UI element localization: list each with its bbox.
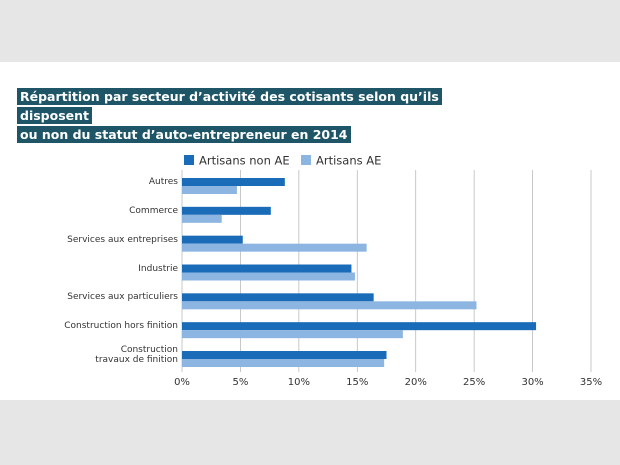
bar xyxy=(182,293,374,302)
y-tick-label: Services aux particuliers xyxy=(67,292,178,303)
bar xyxy=(182,301,477,310)
legend-swatch xyxy=(301,155,311,165)
bar xyxy=(182,186,237,194)
bar xyxy=(182,359,385,367)
legend-swatch xyxy=(184,155,194,165)
bar xyxy=(182,322,537,331)
bar xyxy=(182,330,403,339)
x-tick-label: 35% xyxy=(580,377,602,388)
x-tick-label: 20% xyxy=(405,377,427,388)
card xyxy=(0,62,620,400)
bar xyxy=(182,264,352,273)
chart-title: Répartition par secteur d’activité des c… xyxy=(17,87,457,144)
y-tick-label: Services aux entreprises xyxy=(67,234,178,245)
bar xyxy=(182,243,367,252)
bar xyxy=(182,214,222,223)
legend-label: Artisans non AE xyxy=(199,154,290,168)
bar xyxy=(182,351,387,359)
x-tick-label: 0% xyxy=(174,377,190,388)
bar xyxy=(182,178,285,186)
y-tick-label: Construction travaux de finition xyxy=(95,345,178,365)
x-tick-label: 5% xyxy=(232,377,248,388)
bar xyxy=(182,235,243,244)
x-tick-label: 15% xyxy=(346,377,368,388)
x-tick-label: 10% xyxy=(288,377,310,388)
y-tick-label: Construction hors finition xyxy=(64,321,178,332)
y-tick-label: Autres xyxy=(148,177,178,187)
x-tick-label: 30% xyxy=(521,377,543,388)
bar xyxy=(182,272,355,281)
y-tick-label: Industrie xyxy=(138,263,178,274)
x-tick-label: 25% xyxy=(463,377,485,388)
y-tick-label: Commerce xyxy=(129,205,178,216)
bar xyxy=(182,206,271,215)
legend-label: Artisans AE xyxy=(316,154,381,168)
